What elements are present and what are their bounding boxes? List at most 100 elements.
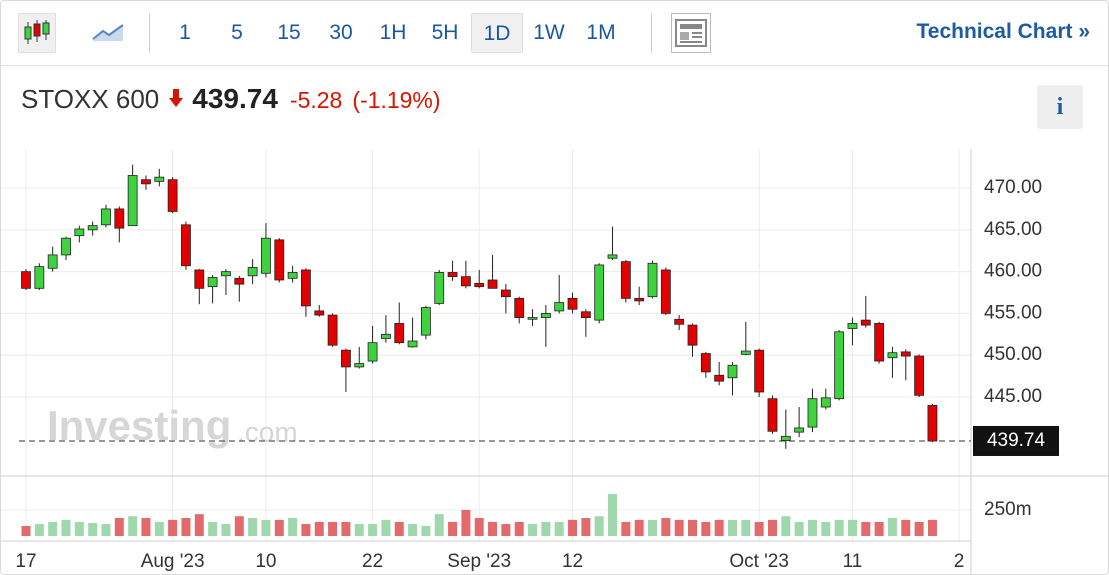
volume-bar [434,514,444,536]
interval-button[interactable]: 1M [586,21,616,44]
candle-body [607,254,618,259]
candle-body [87,225,98,231]
candle-body [567,297,578,310]
volume-bar [194,514,204,536]
volume-bar [501,524,511,536]
x-tick-label: 10 [255,551,276,572]
candle-body [767,398,778,432]
candle-body [261,237,271,274]
candle-body [234,277,245,285]
volume-bar [741,519,751,536]
volume-bar [661,518,671,536]
candle-body [287,272,298,279]
news-icon [675,19,707,47]
candle-icon-button[interactable] [18,13,56,53]
line-icon [92,24,124,41]
candle-body [181,224,191,267]
volume-bar [621,521,631,536]
candle-body [527,317,538,320]
candle-body [500,289,511,298]
candle-body [754,349,765,393]
watermark-suffix: .com [237,416,298,447]
y-tick-label: 450.00 [984,344,1042,365]
volume-bar [528,524,538,536]
y-tick-label: 445.00 [984,386,1042,407]
candle-body [487,279,498,289]
candle-body [367,342,378,362]
last-price-label: 439.74 [987,430,1046,451]
candle-body [247,267,258,277]
candle-body [914,355,925,396]
volume-bar [341,521,351,536]
candle-body [154,176,165,182]
candle-body [687,324,698,346]
candle-body [860,319,871,326]
x-tick-label: 12 [562,551,583,572]
volume-bar [594,516,604,536]
interval-button[interactable]: 15 [277,21,301,44]
interval-button[interactable]: 1 [179,21,191,44]
volume-bar [794,521,804,536]
volume-bar [488,521,498,536]
volume-bar [901,519,911,536]
candle-body [900,351,911,357]
toolbar: 1 5 15 30 1H 5H 1D 1W 1M Technical Chart » [1,1,1108,66]
candle-body [807,398,818,428]
volume-bar [874,521,884,536]
candle-body [874,323,885,362]
candle-body [620,261,631,299]
candle-body [647,262,658,298]
volume-bar [861,521,871,536]
candle-body [794,427,805,433]
y-tick-label: 465.00 [984,219,1042,240]
x-tick-label: Sep '23 [447,551,511,572]
x-tick-label: 11 [843,551,863,572]
volume-bar [354,524,364,536]
interval-button[interactable]: 5 [231,21,243,44]
volume-bar [727,519,737,536]
volume-bar [21,526,31,536]
interval-button[interactable]: 1D [471,13,523,53]
volume-bar [168,519,178,536]
volume-bar [274,519,284,536]
candle-body [314,310,325,316]
technical-chart-link[interactable]: Technical Chart » [916,20,1091,43]
volume-bar [461,510,471,536]
volume-bar [781,516,791,536]
candle-body [420,307,431,336]
volume-bar [141,518,151,536]
candle-body [927,404,938,442]
price-change-percent: (-1.19%) [352,87,441,113]
interval-button[interactable]: 1W [533,21,565,44]
candle-body [447,272,458,278]
candle-body [887,352,898,359]
volume-bar [448,521,458,536]
candle-body [274,239,285,281]
candle-body [194,269,205,289]
candle-body [47,254,58,269]
candle-body [580,311,591,318]
candle-body [74,228,85,237]
candle-body [474,282,485,288]
candle-body [301,269,311,307]
volume-bar [541,521,551,536]
volume-bar [48,521,58,536]
x-tick-label: Aug '23 [141,551,205,572]
volume-bar [834,519,844,536]
interval-button[interactable]: 30 [329,21,353,44]
volume-bar [474,518,484,536]
volume-bar [927,519,937,536]
volume-bar [408,524,418,536]
interval-button[interactable]: 5H [431,21,459,44]
volume-bar [554,521,564,536]
volume-bar [648,519,658,536]
volume-bar [847,519,857,536]
line-icon-button[interactable] [89,13,127,53]
volume-bar [701,521,711,536]
x-tick-label: Oct '23 [729,551,789,572]
news-icon-button[interactable] [671,13,711,53]
interval-button[interactable]: 1H [379,21,407,44]
info-button[interactable]: i [1037,85,1083,129]
volume-bar [754,521,764,536]
